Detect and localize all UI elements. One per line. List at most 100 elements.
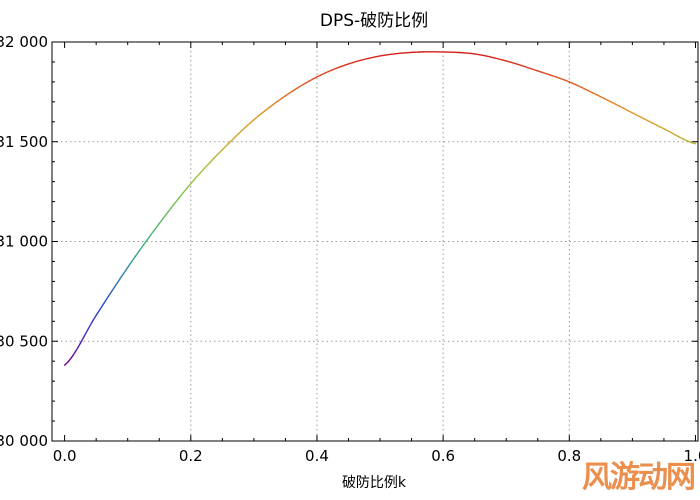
series-segment xyxy=(99,302,105,310)
series-segment xyxy=(659,126,665,130)
series-segment xyxy=(600,96,606,100)
series-segment xyxy=(667,130,673,134)
watermark-text: 风游动网 xyxy=(582,460,696,495)
series-segment xyxy=(615,104,622,108)
series-segment xyxy=(276,97,283,103)
series-segment xyxy=(631,112,638,116)
series-segment xyxy=(588,90,594,94)
chart-title: DPS-破防比例 xyxy=(320,11,428,31)
series-segment xyxy=(162,212,168,220)
x-tick-label: 0.6 xyxy=(431,447,455,465)
series-segment xyxy=(201,165,208,172)
series-segment xyxy=(209,157,216,163)
series-segment xyxy=(335,65,342,69)
series-segment xyxy=(682,138,689,142)
watermark-logo: 风游动网 xyxy=(582,452,696,496)
series-segment xyxy=(190,178,196,185)
series-segment xyxy=(679,136,685,140)
series-segment xyxy=(123,266,129,274)
series-segment xyxy=(639,116,645,120)
series-segment xyxy=(643,118,649,122)
x-tick-label: 0.4 xyxy=(305,447,329,465)
series-segment xyxy=(560,78,567,82)
series-segment xyxy=(280,95,287,100)
series-segment xyxy=(154,222,160,230)
series-segment xyxy=(308,78,314,82)
series-segment xyxy=(194,173,200,180)
series-segment xyxy=(690,141,697,145)
series-segment xyxy=(265,106,271,111)
y-tick-label: 30 500 xyxy=(0,332,48,350)
series-segment xyxy=(237,129,243,135)
series-segment xyxy=(564,79,571,83)
series-segment xyxy=(205,161,212,167)
series-segment xyxy=(284,92,291,97)
series-segment xyxy=(655,124,661,128)
series-segment xyxy=(272,100,279,105)
series-segment xyxy=(115,278,121,286)
series-segment xyxy=(675,134,681,138)
series-segment xyxy=(71,349,78,357)
series-segment xyxy=(324,70,330,74)
x-tick-label: 0.0 xyxy=(53,447,77,465)
series-segment xyxy=(174,197,180,204)
series-segment xyxy=(130,255,137,263)
series-segment xyxy=(146,233,153,241)
series-segment xyxy=(671,132,677,136)
series-segment xyxy=(312,76,318,80)
x-tick-label: 1.0 xyxy=(684,447,700,465)
series-segment xyxy=(332,67,338,71)
series-segment xyxy=(261,109,267,114)
series-segment xyxy=(604,98,610,102)
grid xyxy=(52,42,698,441)
series-line xyxy=(63,51,697,366)
series-segment xyxy=(217,149,224,155)
y-tick-label: 31 000 xyxy=(0,233,48,251)
series-segment xyxy=(233,133,239,139)
series-segment xyxy=(229,137,235,143)
series-segment xyxy=(576,84,582,88)
series-segment xyxy=(158,217,164,225)
series-segment xyxy=(91,314,97,323)
series-segment xyxy=(79,335,86,344)
series-segment xyxy=(63,360,70,366)
series-segment xyxy=(127,261,133,269)
y-tick-labels: 30 000 30 500 31 000 31 500 32 000 xyxy=(0,33,48,450)
series-segment xyxy=(608,100,614,104)
series-segment xyxy=(580,86,586,90)
series-segment xyxy=(296,85,302,89)
series-segment xyxy=(107,290,113,298)
series-segment xyxy=(75,342,82,351)
series-segment xyxy=(316,74,322,78)
series-segment xyxy=(686,140,693,144)
series-segment xyxy=(568,81,574,85)
axis-ticks xyxy=(52,41,698,442)
series-segment xyxy=(592,92,598,96)
series-segment xyxy=(138,244,145,252)
series-segment xyxy=(288,89,295,94)
series-segment xyxy=(635,114,641,118)
series-segment xyxy=(166,207,172,214)
series-segment xyxy=(225,141,231,147)
series-segment xyxy=(178,192,184,199)
series-segment xyxy=(150,228,157,235)
series-segment xyxy=(596,94,602,98)
series-segment xyxy=(292,87,298,92)
series-segment xyxy=(663,128,669,132)
y-tick-label: 31 500 xyxy=(0,133,48,151)
series-segment xyxy=(647,120,653,124)
series-segment xyxy=(253,115,259,121)
series-segment xyxy=(221,145,227,151)
series-segment xyxy=(572,82,578,87)
x-axis-title: 破防比例k xyxy=(342,475,407,491)
series-segment xyxy=(186,182,192,190)
x-tick-label: 0.2 xyxy=(179,447,203,465)
series-segment xyxy=(182,187,188,194)
series-segment xyxy=(619,106,626,110)
series-segment xyxy=(95,308,101,317)
series-segment xyxy=(67,355,74,363)
series-segment xyxy=(611,102,618,106)
series-segment xyxy=(651,122,657,126)
series-segment xyxy=(197,169,204,176)
